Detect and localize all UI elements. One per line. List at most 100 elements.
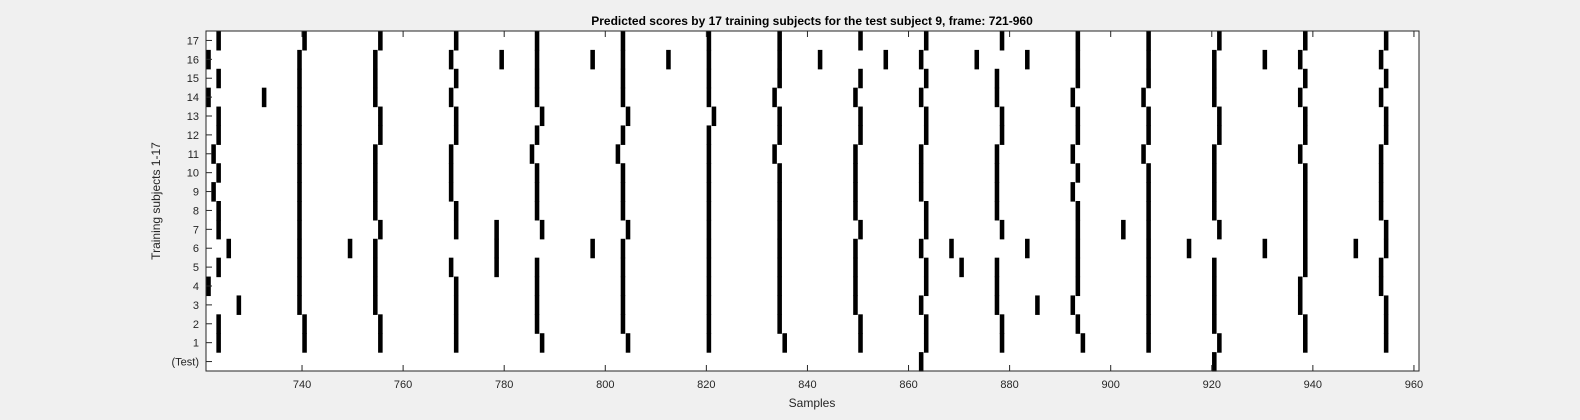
score-mark <box>777 106 782 127</box>
score-mark <box>994 276 1000 297</box>
score-mark <box>1075 257 1081 278</box>
score-mark <box>1212 144 1217 164</box>
score-mark <box>782 333 787 353</box>
chart-title: Predicted scores by 17 training subjects… <box>591 14 1033 28</box>
score-mark <box>347 238 353 259</box>
score-mark <box>706 257 712 278</box>
score-mark <box>853 238 858 259</box>
score-mark <box>1146 295 1151 315</box>
y-tick-label: 5 <box>193 262 199 274</box>
score-mark <box>373 163 378 183</box>
score-mark <box>378 125 383 145</box>
score-mark <box>994 163 1000 183</box>
score-mark <box>297 163 302 183</box>
score-mark <box>1070 295 1076 315</box>
score-mark <box>1383 238 1389 259</box>
score-mark <box>1075 314 1081 334</box>
score-mark <box>302 31 307 51</box>
score-mark <box>706 144 712 164</box>
score-mark <box>216 257 221 278</box>
score-mark <box>453 201 459 221</box>
score-mark <box>216 68 221 89</box>
score-mark <box>211 144 216 164</box>
score-mark <box>777 163 782 183</box>
score-mark <box>994 295 1000 315</box>
score-mark <box>1383 219 1389 240</box>
score-mark <box>923 257 929 278</box>
score-mark <box>994 201 1000 221</box>
score-mark <box>999 125 1005 145</box>
score-mark <box>448 144 454 164</box>
score-mark <box>1383 31 1389 51</box>
score-mark <box>858 219 863 240</box>
score-mark <box>620 238 626 259</box>
score-mark <box>534 163 540 183</box>
score-mark <box>1075 106 1081 127</box>
score-mark <box>297 125 302 145</box>
score-mark <box>539 106 545 127</box>
x-tick-label: 880 <box>1000 379 1018 391</box>
score-mark <box>999 31 1005 51</box>
score-mark <box>1146 314 1151 334</box>
y-tick-label: 17 <box>187 35 199 47</box>
score-mark <box>777 49 782 70</box>
score-mark <box>1378 201 1384 221</box>
score-mark <box>858 31 863 51</box>
score-mark <box>777 31 782 51</box>
score-mark <box>777 276 782 297</box>
score-mark <box>534 257 540 278</box>
y-tick-label: 2 <box>193 319 199 331</box>
score-mark <box>853 201 858 221</box>
y-tick-label: 7 <box>193 224 199 236</box>
score-mark <box>620 163 626 183</box>
score-mark <box>297 182 302 202</box>
score-mark <box>1378 144 1384 164</box>
score-mark <box>625 106 631 127</box>
score-mark <box>297 106 302 127</box>
score-mark <box>216 314 221 334</box>
score-mark <box>1146 257 1151 278</box>
score-mark <box>453 31 459 51</box>
score-mark <box>1217 31 1222 51</box>
score-mark <box>1378 276 1384 297</box>
score-mark <box>1025 49 1030 70</box>
score-mark <box>1146 125 1151 145</box>
score-mark <box>1217 219 1222 240</box>
score-mark <box>777 314 782 334</box>
score-mark <box>923 276 929 297</box>
score-mark <box>1212 314 1217 334</box>
score-mark <box>1146 276 1151 297</box>
score-mark <box>1141 87 1146 108</box>
x-axis-ticks: 740 760 780 800 820 840 860 880 900 920 940 960 <box>293 31 1423 391</box>
score-mark <box>1075 68 1081 89</box>
score-mark <box>999 106 1005 127</box>
score-mark <box>1025 238 1030 259</box>
score-mark <box>777 257 782 278</box>
score-mark <box>959 257 964 278</box>
y-tick-label: 10 <box>187 168 199 180</box>
score-mark <box>378 219 383 240</box>
score-mark <box>1303 333 1308 353</box>
score-mark <box>216 333 221 353</box>
score-mark <box>1121 219 1126 240</box>
y-tick-label: 15 <box>187 73 199 85</box>
score-mark <box>373 68 378 89</box>
score-mark <box>853 257 858 278</box>
score-mark <box>1186 238 1192 259</box>
score-mark <box>1212 201 1217 221</box>
score-mark <box>777 68 782 89</box>
score-mark <box>302 333 307 353</box>
score-mark <box>772 87 777 108</box>
score-mark <box>297 276 302 297</box>
score-mark <box>373 87 378 108</box>
score-mark <box>529 144 535 164</box>
score-mark <box>297 49 302 70</box>
score-mark <box>1075 125 1081 145</box>
score-mark <box>999 314 1005 334</box>
score-mark <box>620 295 626 315</box>
score-mark <box>620 87 626 108</box>
score-mark <box>918 352 924 372</box>
score-mark <box>1303 125 1308 145</box>
score-mark <box>994 144 1000 164</box>
